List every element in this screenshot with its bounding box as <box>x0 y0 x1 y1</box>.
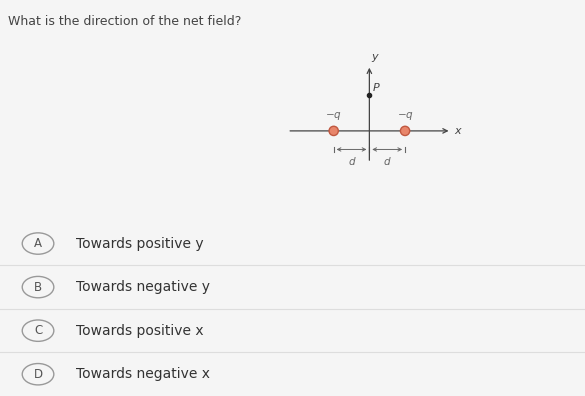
Text: d: d <box>384 156 391 167</box>
Text: Towards negative y: Towards negative y <box>76 280 210 294</box>
Text: Towards negative x: Towards negative x <box>76 367 210 381</box>
Text: $-q$: $-q$ <box>325 110 342 122</box>
Text: $-q$: $-q$ <box>397 110 414 122</box>
Text: y: y <box>371 52 378 63</box>
Circle shape <box>329 126 338 135</box>
Text: x: x <box>455 126 461 136</box>
Text: Towards positive x: Towards positive x <box>76 324 204 338</box>
Text: P: P <box>373 84 380 93</box>
Text: B: B <box>34 281 42 293</box>
Circle shape <box>400 126 410 135</box>
Text: Towards positive y: Towards positive y <box>76 236 204 251</box>
Text: d: d <box>348 156 355 167</box>
Text: D: D <box>33 368 43 381</box>
Text: What is the direction of the net field?: What is the direction of the net field? <box>8 15 241 28</box>
Text: C: C <box>34 324 42 337</box>
Text: A: A <box>34 237 42 250</box>
